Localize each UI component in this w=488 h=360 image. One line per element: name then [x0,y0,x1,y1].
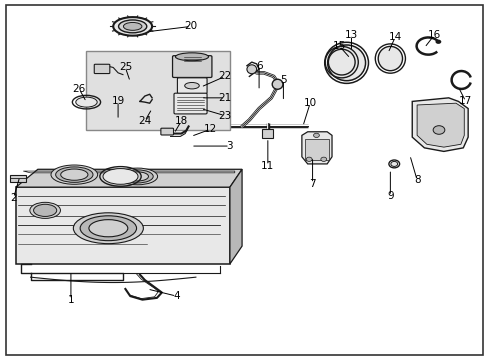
Text: 7: 7 [308,179,315,189]
Ellipse shape [390,161,397,166]
Ellipse shape [117,168,157,185]
Ellipse shape [126,172,148,181]
Text: 18: 18 [174,116,187,126]
FancyBboxPatch shape [262,129,273,138]
Ellipse shape [34,204,57,216]
Text: 1: 1 [67,295,74,305]
Polygon shape [16,169,242,187]
Text: 10: 10 [303,98,316,108]
Text: 21: 21 [218,93,231,103]
Polygon shape [229,169,242,264]
Text: 3: 3 [226,141,233,151]
Ellipse shape [56,167,93,183]
Ellipse shape [175,53,208,61]
Text: 11: 11 [261,161,274,171]
Ellipse shape [73,213,143,244]
Text: 23: 23 [218,111,231,121]
Text: 8: 8 [413,175,420,185]
Text: 14: 14 [388,32,401,42]
Text: 17: 17 [458,96,471,107]
FancyBboxPatch shape [10,175,26,182]
FancyBboxPatch shape [174,93,206,114]
Text: 4: 4 [173,291,180,301]
Ellipse shape [328,49,354,75]
Text: 24: 24 [138,116,151,126]
Ellipse shape [184,82,199,89]
Polygon shape [411,98,467,152]
Text: 16: 16 [427,30,440,40]
Ellipse shape [51,165,98,184]
Text: 25: 25 [119,63,132,72]
Polygon shape [416,103,463,147]
Text: 20: 20 [184,21,197,31]
Ellipse shape [272,79,283,89]
FancyBboxPatch shape [304,139,328,160]
Circle shape [320,157,326,161]
Text: 19: 19 [111,96,124,107]
Ellipse shape [76,97,97,107]
Ellipse shape [30,202,61,219]
FancyBboxPatch shape [172,56,211,77]
Text: 12: 12 [203,124,217,134]
Ellipse shape [118,20,146,33]
Ellipse shape [246,65,256,74]
FancyBboxPatch shape [161,128,173,135]
Circle shape [313,133,319,138]
Ellipse shape [123,22,142,30]
Polygon shape [16,187,229,264]
Bar [86,51,229,130]
Text: 15: 15 [332,41,345,51]
Text: 13: 13 [344,30,357,40]
Ellipse shape [122,170,153,183]
FancyBboxPatch shape [177,78,206,94]
Ellipse shape [377,46,402,71]
Text: 9: 9 [386,191,393,201]
Ellipse shape [89,220,127,237]
Text: 22: 22 [218,71,231,81]
Text: 26: 26 [72,84,85,94]
Ellipse shape [327,45,365,81]
Circle shape [435,40,440,44]
Ellipse shape [113,17,152,36]
Ellipse shape [103,168,138,184]
Ellipse shape [61,169,88,180]
Text: 2: 2 [10,193,17,203]
Ellipse shape [80,216,136,240]
Circle shape [305,157,311,161]
FancyBboxPatch shape [94,64,110,73]
Circle shape [432,126,444,134]
Text: 6: 6 [255,61,262,71]
Polygon shape [301,132,331,164]
Text: 5: 5 [280,75,286,85]
